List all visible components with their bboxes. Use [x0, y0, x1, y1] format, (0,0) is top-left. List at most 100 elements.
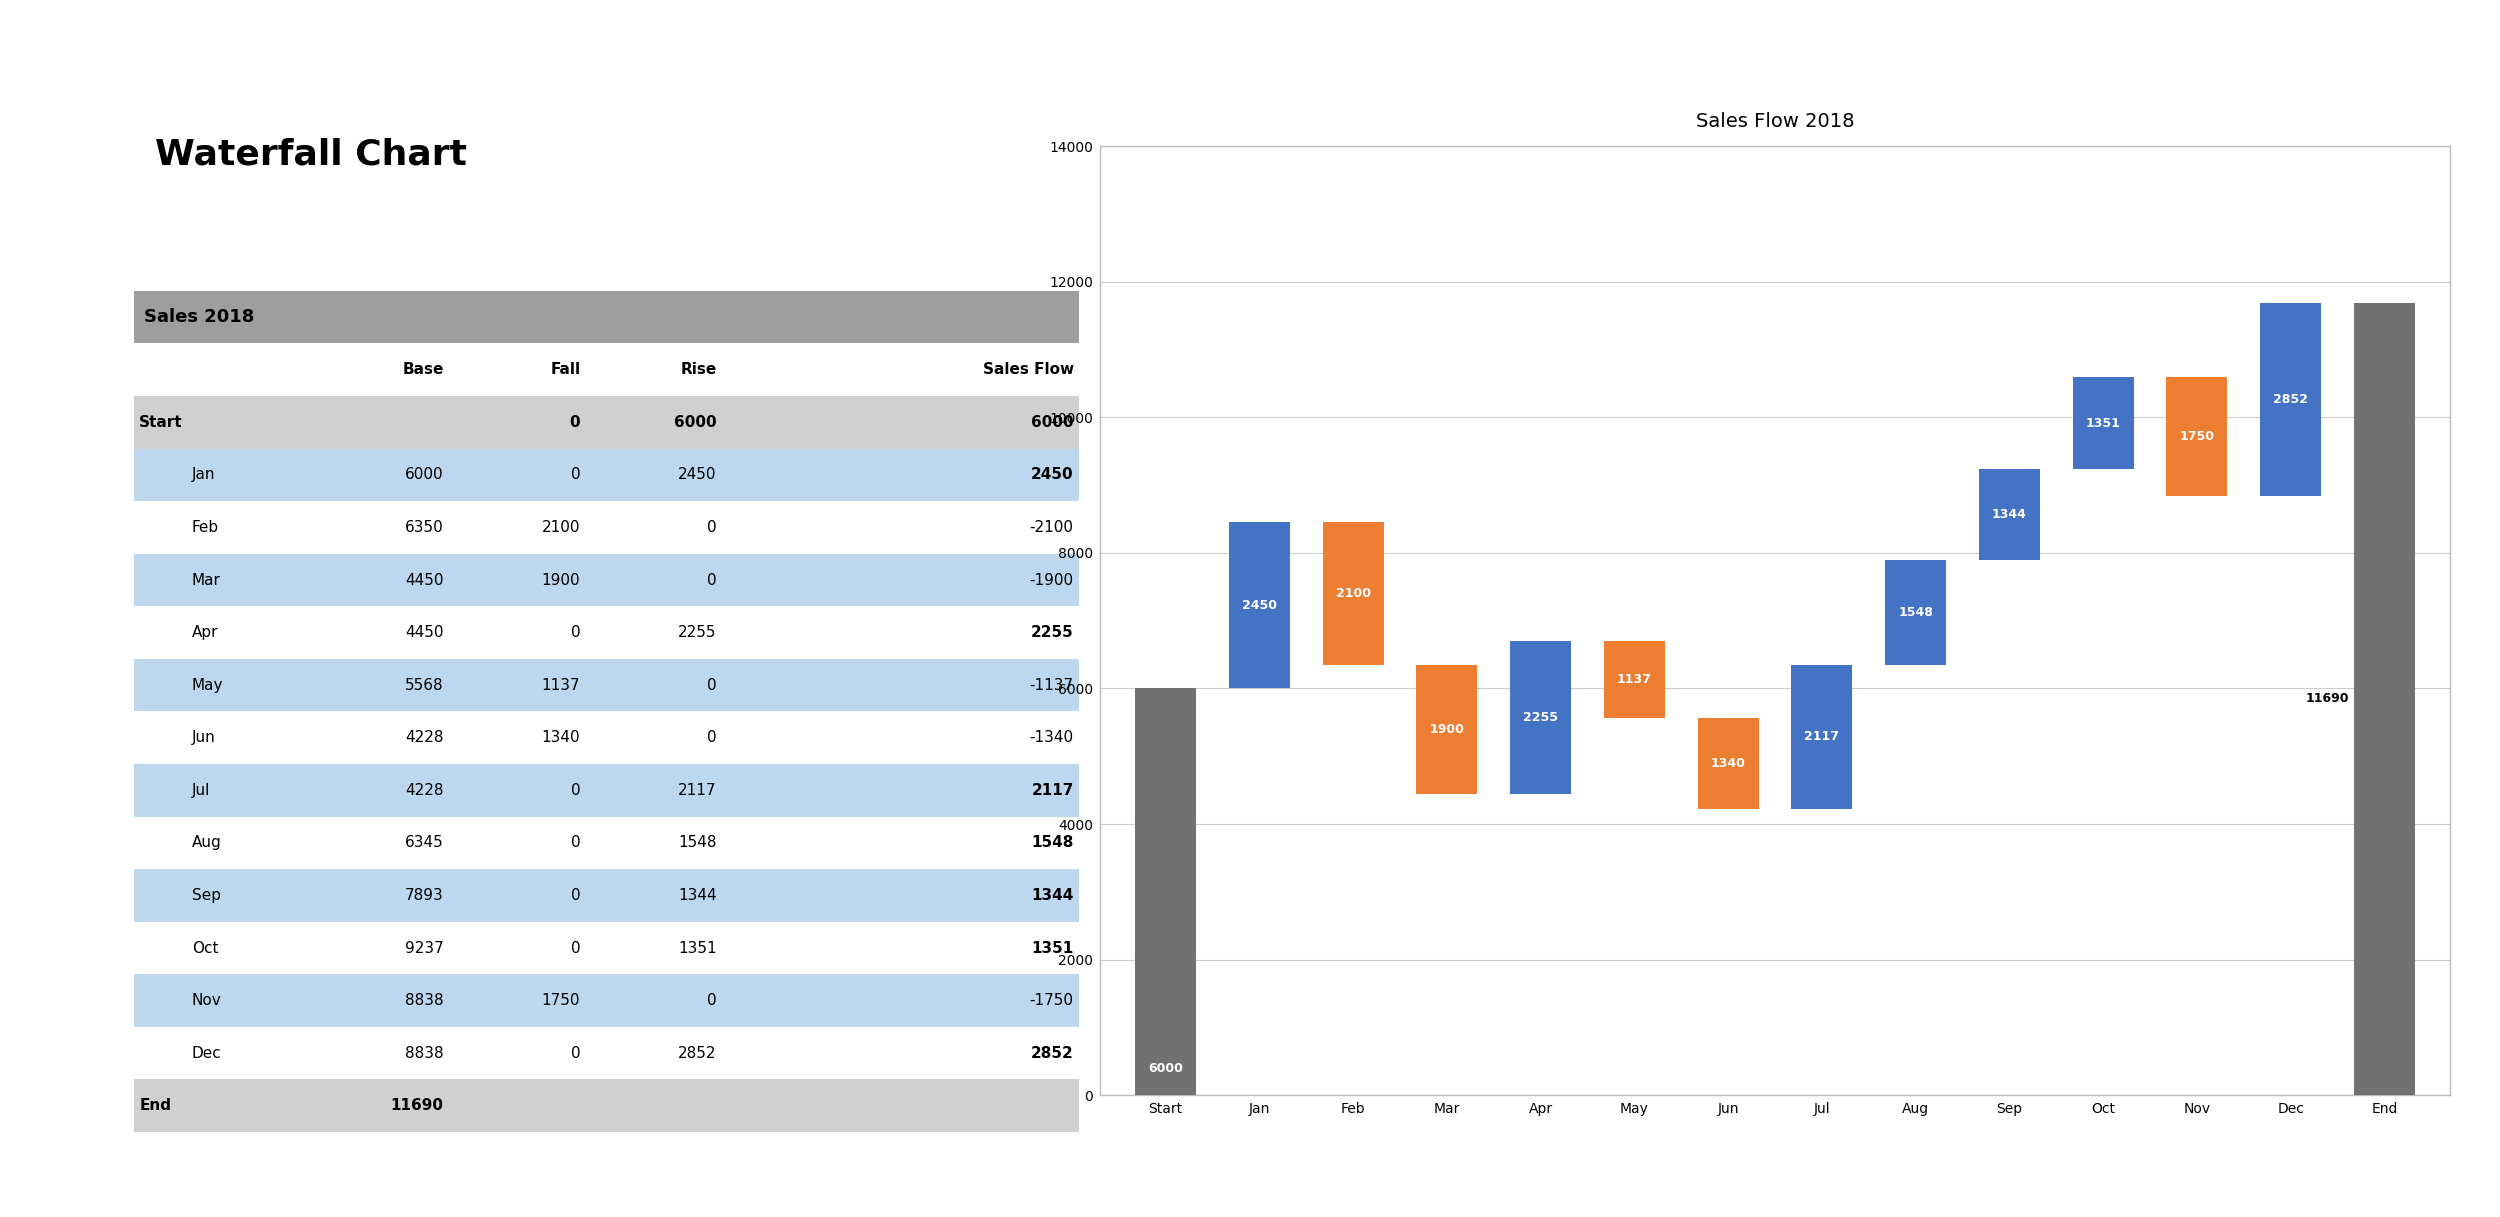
Text: 4450: 4450 [405, 572, 445, 588]
Text: 0: 0 [707, 730, 717, 745]
Text: 1750: 1750 [2180, 431, 2215, 443]
Text: 5568: 5568 [405, 678, 445, 692]
Bar [1135, 689, 1195, 1095]
Bar [135, 1079, 1080, 1132]
Text: 1344: 1344 [1992, 507, 2028, 521]
Text: Jul: Jul [192, 783, 210, 798]
Text: Oct: Oct [192, 941, 218, 955]
Text: 1351: 1351 [1032, 941, 1075, 955]
Text: 11690: 11690 [390, 1098, 445, 1114]
Bar [1605, 640, 1665, 718]
Text: Fall: Fall [550, 363, 580, 377]
Bar [1980, 469, 2040, 560]
Text: Base: Base [402, 363, 445, 377]
Text: 0: 0 [570, 783, 580, 798]
Text: 0: 0 [570, 888, 580, 903]
Text: 6345: 6345 [405, 835, 445, 851]
Text: 1344: 1344 [1032, 888, 1075, 903]
Bar [2072, 377, 2132, 469]
Text: 1137: 1137 [1618, 673, 1652, 685]
Bar [135, 291, 1080, 343]
Text: 1351: 1351 [678, 941, 717, 955]
Text: Sep: Sep [192, 888, 220, 903]
Text: 2117: 2117 [1805, 730, 1840, 744]
Text: 2450: 2450 [1030, 467, 1075, 482]
Text: 11690: 11690 [2305, 692, 2350, 706]
Bar [2168, 377, 2228, 497]
Text: 4450: 4450 [405, 626, 445, 640]
Text: 1340: 1340 [542, 730, 580, 745]
Text: -1340: -1340 [1030, 730, 1075, 745]
Text: Rise: Rise [680, 363, 717, 377]
Text: -2100: -2100 [1030, 520, 1075, 535]
Title: Sales Flow 2018: Sales Flow 2018 [1695, 112, 1855, 130]
Text: 1548: 1548 [678, 835, 717, 851]
Text: 9237: 9237 [405, 941, 445, 955]
Bar [135, 554, 1080, 606]
Text: -1750: -1750 [1030, 993, 1075, 1008]
Text: 1351: 1351 [2085, 416, 2120, 430]
Text: 2852: 2852 [2272, 393, 2308, 405]
Text: Dec: Dec [192, 1045, 222, 1061]
Text: 2255: 2255 [678, 626, 717, 640]
Bar [1885, 560, 1945, 664]
Text: Sales 2018: Sales 2018 [145, 308, 255, 326]
Bar [135, 449, 1080, 501]
Text: 2450: 2450 [678, 467, 717, 482]
Text: 0: 0 [570, 415, 580, 430]
Text: 2117: 2117 [1032, 783, 1075, 798]
Text: 2852: 2852 [1030, 1045, 1075, 1061]
Bar [2355, 303, 2415, 1095]
Text: 0: 0 [707, 520, 717, 535]
Text: Aug: Aug [192, 835, 222, 851]
Text: 2100: 2100 [542, 520, 580, 535]
Text: 6000: 6000 [405, 467, 445, 482]
Bar [1698, 718, 1758, 808]
Text: 0: 0 [570, 1045, 580, 1061]
Text: 2852: 2852 [678, 1045, 717, 1061]
Text: 0: 0 [707, 572, 717, 588]
Bar [1230, 522, 1290, 689]
Text: 0: 0 [707, 993, 717, 1008]
Text: End: End [140, 1098, 170, 1114]
Text: 1900: 1900 [1430, 723, 1465, 735]
Bar [2260, 303, 2320, 497]
Text: Mar: Mar [192, 572, 220, 588]
Text: 0: 0 [570, 835, 580, 851]
Text: 8838: 8838 [405, 1045, 445, 1061]
Text: 0: 0 [570, 467, 580, 482]
Text: 0: 0 [570, 626, 580, 640]
Text: 1750: 1750 [542, 993, 580, 1008]
Text: 1548: 1548 [1898, 606, 1932, 619]
Text: Jun: Jun [192, 730, 215, 745]
Text: 8838: 8838 [405, 993, 445, 1008]
Text: 1344: 1344 [678, 888, 717, 903]
Text: Nov: Nov [192, 993, 222, 1008]
Bar [135, 396, 1080, 449]
Text: 0: 0 [707, 678, 717, 692]
Text: 2117: 2117 [678, 783, 717, 798]
Text: 1137: 1137 [542, 678, 580, 692]
Text: 7893: 7893 [405, 888, 445, 903]
Text: 6000: 6000 [1030, 415, 1075, 430]
Text: Sales Flow: Sales Flow [982, 363, 1075, 377]
Bar [135, 869, 1080, 921]
Bar [135, 975, 1080, 1027]
Text: 2100: 2100 [1335, 587, 1370, 600]
Bar [135, 764, 1080, 817]
Text: 0: 0 [570, 941, 580, 955]
Text: 2255: 2255 [1030, 626, 1075, 640]
Text: 2450: 2450 [1242, 599, 1278, 612]
Text: 6000: 6000 [1148, 1062, 1182, 1075]
Text: Start: Start [140, 415, 182, 430]
Text: Feb: Feb [192, 520, 220, 535]
Text: 2255: 2255 [1522, 711, 1558, 724]
Bar [135, 658, 1080, 712]
Bar [1510, 640, 1570, 793]
Text: 6000: 6000 [675, 415, 717, 430]
Text: 1340: 1340 [1710, 757, 1745, 769]
Text: 1548: 1548 [1032, 835, 1075, 851]
Text: -1137: -1137 [1030, 678, 1075, 692]
Bar [1322, 522, 1382, 664]
Text: May: May [192, 678, 222, 692]
